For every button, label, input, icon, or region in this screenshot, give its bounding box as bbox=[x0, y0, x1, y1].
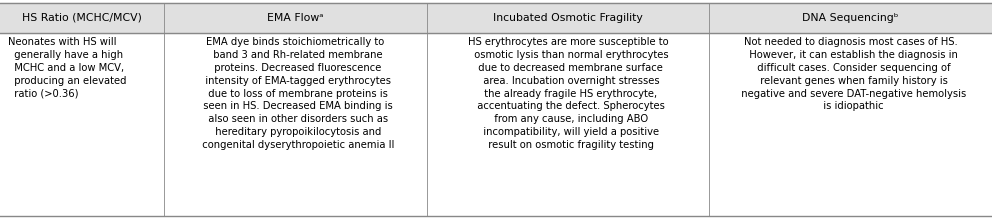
Text: EMA dye binds stoichiometrically to
  band 3 and Rh-related membrane
  proteins.: EMA dye binds stoichiometrically to band… bbox=[196, 37, 394, 150]
Text: Incubated Osmotic Fragility: Incubated Osmotic Fragility bbox=[493, 13, 643, 23]
Bar bbox=[0, 3, 992, 33]
Text: HS Ratio (MCHC/MCV): HS Ratio (MCHC/MCV) bbox=[22, 13, 142, 23]
Text: Neonates with HS will
  generally have a high
  MCHC and a low MCV,
  producing : Neonates with HS will generally have a h… bbox=[8, 37, 126, 99]
Text: Not needed to diagnosis most cases of HS.
  However, it can establish the diagno: Not needed to diagnosis most cases of HS… bbox=[735, 37, 966, 111]
Text: HS erythrocytes are more susceptible to
  osmotic lysis than normal erythrocytes: HS erythrocytes are more susceptible to … bbox=[467, 37, 669, 150]
Text: DNA Sequencingᵇ: DNA Sequencingᵇ bbox=[803, 13, 899, 23]
Text: EMA Flowᵃ: EMA Flowᵃ bbox=[267, 13, 323, 23]
